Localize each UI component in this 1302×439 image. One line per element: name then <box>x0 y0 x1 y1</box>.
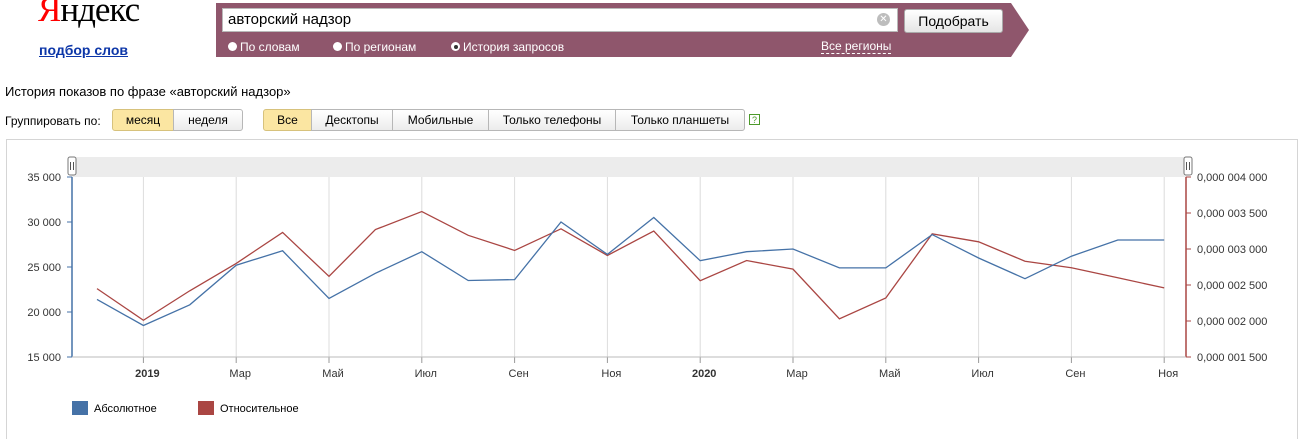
logo-letter: Я <box>38 0 61 29</box>
right-tick-label: 0,000 003 000 <box>1197 244 1267 256</box>
x-tick-label: Сен <box>509 368 529 380</box>
device-mobile-button[interactable]: Мобильные <box>392 109 489 131</box>
x-tick-label: Ноя <box>1158 368 1178 380</box>
clear-icon[interactable]: ✕ <box>877 13 890 26</box>
x-tick-label: Май <box>322 368 344 380</box>
help-icon[interactable]: ? <box>749 114 760 125</box>
left-tick-label: 25 000 <box>27 262 61 274</box>
mode-label: По словам <box>240 40 300 54</box>
navigator-bar <box>72 157 1186 177</box>
x-tick-label: Май <box>879 368 901 380</box>
mode-by-words[interactable]: По словам <box>228 40 300 54</box>
left-tick-label: 15 000 <box>27 352 61 364</box>
logo-text: ндекс <box>60 0 140 29</box>
right-tick-label: 0,000 004 000 <box>1197 172 1267 184</box>
x-tick-label: Мар <box>229 368 251 380</box>
chart-frame <box>6 139 1298 439</box>
legend-label-relative[interactable]: Относительное <box>220 403 299 415</box>
x-tick-label: Июл <box>971 368 993 380</box>
right-tick-label: 0,000 002 500 <box>1197 280 1267 292</box>
series-line-absolute <box>96 216 1165 327</box>
group-label: Группировать по: <box>5 114 101 128</box>
mode-by-regions[interactable]: По регионам <box>333 40 416 54</box>
device-phones-button[interactable]: Только телефоны <box>488 109 616 131</box>
x-tick-label: 2020 <box>692 368 716 380</box>
mode-label: История запросов <box>463 40 565 54</box>
left-tick-label: 35 000 <box>27 172 61 184</box>
legend-swatch-absolute <box>72 401 88 415</box>
left-tick-label: 30 000 <box>27 217 61 229</box>
navigator-handle-left[interactable] <box>67 156 77 176</box>
radio-icon <box>333 42 342 51</box>
search-bar-arrow <box>1011 3 1029 57</box>
x-tick-label: Мар <box>786 368 808 380</box>
device-desktop-button[interactable]: Десктопы <box>311 109 393 131</box>
regions-link[interactable]: Все регионы <box>821 39 892 54</box>
search-input[interactable]: авторский надзор <box>222 8 898 32</box>
right-tick-label: 0,000 001 500 <box>1197 352 1267 364</box>
x-tick-label: 2019 <box>135 368 159 380</box>
legend-swatch-relative <box>198 401 214 415</box>
group-week-button[interactable]: неделя <box>173 109 243 131</box>
device-all-button[interactable]: Все <box>263 109 312 131</box>
x-tick-label: Июл <box>415 368 437 380</box>
radio-selected-icon <box>451 42 460 51</box>
legend-label-absolute[interactable]: Абсолютное <box>94 403 157 415</box>
left-tick-label: 20 000 <box>27 307 61 319</box>
x-tick-label: Сен <box>1065 368 1085 380</box>
history-title: История показов по фразе «авторский надз… <box>5 84 291 99</box>
radio-icon <box>228 42 237 51</box>
service-link[interactable]: подбор слов <box>39 42 129 58</box>
navigator-handle-right[interactable] <box>1183 156 1193 176</box>
device-tablets-button[interactable]: Только планшеты <box>615 109 745 131</box>
yandex-logo[interactable]: Яндекс <box>38 0 140 29</box>
submit-button[interactable]: Подобрать <box>904 9 1003 33</box>
right-tick-label: 0,000 002 000 <box>1197 316 1267 328</box>
right-tick-label: 0,000 003 500 <box>1197 208 1267 220</box>
x-tick-label: Ноя <box>601 368 621 380</box>
mode-history[interactable]: История запросов <box>451 40 564 54</box>
mode-label: По регионам <box>345 40 417 54</box>
series-line-relative <box>96 210 1165 322</box>
